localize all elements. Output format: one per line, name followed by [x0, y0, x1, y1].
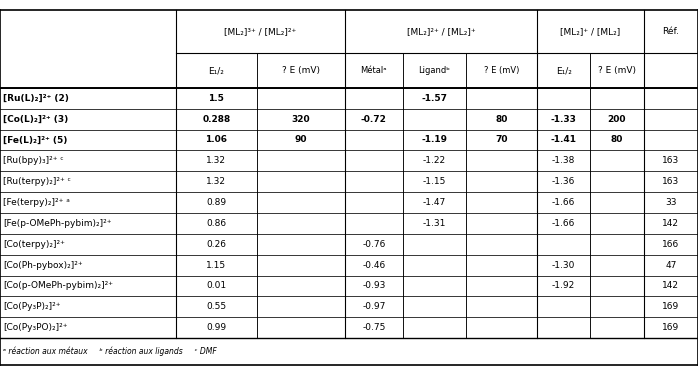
Text: E₁/₂: E₁/₂ [209, 66, 224, 75]
Text: 163: 163 [662, 156, 679, 165]
Text: 80: 80 [611, 136, 623, 144]
Text: [Co(Py₃P)₂]²⁺: [Co(Py₃P)₂]²⁺ [3, 302, 60, 311]
Text: 142: 142 [662, 219, 679, 228]
Text: -0.97: -0.97 [362, 302, 385, 311]
Text: [Ru(bpy)₃]²⁺ ᶜ: [Ru(bpy)₃]²⁺ ᶜ [3, 156, 64, 165]
Text: 166: 166 [662, 240, 679, 249]
Text: [Fe(L)₂]²⁺ (5): [Fe(L)₂]²⁺ (5) [3, 136, 67, 144]
Text: 1.06: 1.06 [205, 136, 228, 144]
Text: [Fe(p-OMePh-pybim)₂]²⁺: [Fe(p-OMePh-pybim)₂]²⁺ [3, 219, 111, 228]
Text: 200: 200 [607, 115, 626, 124]
Text: Réf.: Réf. [662, 27, 679, 36]
Text: Ligandᵇ: Ligandᵇ [419, 66, 450, 75]
Text: 1.5: 1.5 [209, 94, 224, 103]
Text: -1.92: -1.92 [552, 282, 575, 290]
Text: -0.93: -0.93 [362, 282, 385, 290]
Text: -1.66: -1.66 [552, 219, 575, 228]
Text: -1.19: -1.19 [422, 136, 447, 144]
Text: -1.38: -1.38 [552, 156, 575, 165]
Text: 33: 33 [665, 198, 676, 207]
Text: [ML₂]³⁺ / [ML₂]²⁺: [ML₂]³⁺ / [ML₂]²⁺ [224, 27, 297, 36]
Text: ᵃ réaction aux métaux     ᵇ réaction aux ligands     ᶜ DMF: ᵃ réaction aux métaux ᵇ réaction aux lig… [3, 347, 216, 356]
Text: [Ru(terpy)₂]²⁺ ᶜ: [Ru(terpy)₂]²⁺ ᶜ [3, 177, 70, 186]
Text: -1.57: -1.57 [422, 94, 447, 103]
Text: 0.01: 0.01 [207, 282, 226, 290]
Text: 320: 320 [292, 115, 310, 124]
Text: 0.26: 0.26 [207, 240, 226, 249]
Text: 0.89: 0.89 [207, 198, 226, 207]
Text: 0.99: 0.99 [207, 323, 226, 332]
Text: 1.32: 1.32 [207, 156, 226, 165]
Text: 80: 80 [496, 115, 508, 124]
Text: 1.15: 1.15 [207, 261, 226, 270]
Text: Métalᵃ: Métalᵃ [360, 66, 387, 75]
Text: [Co(terpy)₂]²⁺: [Co(terpy)₂]²⁺ [3, 240, 65, 249]
Text: 90: 90 [295, 136, 307, 144]
Text: -1.66: -1.66 [552, 198, 575, 207]
Text: 163: 163 [662, 177, 679, 186]
Text: 169: 169 [662, 302, 679, 311]
Text: -0.76: -0.76 [362, 240, 385, 249]
Text: 1.32: 1.32 [207, 177, 226, 186]
Text: -1.47: -1.47 [423, 198, 446, 207]
Text: -0.75: -0.75 [362, 323, 385, 332]
Text: -1.31: -1.31 [423, 219, 446, 228]
Text: -1.33: -1.33 [551, 115, 577, 124]
Text: 0.288: 0.288 [202, 115, 230, 124]
Text: [Co(p-OMePh-pybim)₂]²⁺: [Co(p-OMePh-pybim)₂]²⁺ [3, 282, 113, 290]
Text: [ML₂]²⁺ / [ML₂]⁺: [ML₂]²⁺ / [ML₂]⁺ [407, 27, 475, 36]
Text: 169: 169 [662, 323, 679, 332]
Text: 0.55: 0.55 [207, 302, 226, 311]
Text: 142: 142 [662, 282, 679, 290]
Text: E₁/₂: E₁/₂ [556, 66, 572, 75]
Text: [Co(Py₃PO)₂]²⁺: [Co(Py₃PO)₂]²⁺ [3, 323, 67, 332]
Text: -1.30: -1.30 [552, 261, 575, 270]
Text: -1.15: -1.15 [423, 177, 446, 186]
Text: [Ru(L)₂]²⁺ (2): [Ru(L)₂]²⁺ (2) [3, 94, 68, 103]
Text: 70: 70 [496, 136, 508, 144]
Text: 47: 47 [665, 261, 676, 270]
Text: ? E (mV): ? E (mV) [597, 66, 636, 75]
Text: [Fe(terpy)₂]²⁺ ᵃ: [Fe(terpy)₂]²⁺ ᵃ [3, 198, 70, 207]
Text: ? E (mV): ? E (mV) [484, 66, 519, 75]
Text: 0.86: 0.86 [207, 219, 226, 228]
Text: -1.41: -1.41 [551, 136, 577, 144]
Text: [ML₂]⁺ / [ML₂]: [ML₂]⁺ / [ML₂] [560, 27, 621, 36]
Text: [Co(L)₂]²⁺ (3): [Co(L)₂]²⁺ (3) [3, 115, 68, 124]
Text: -0.46: -0.46 [362, 261, 385, 270]
Text: -1.22: -1.22 [423, 156, 446, 165]
Text: -1.36: -1.36 [552, 177, 575, 186]
Text: -0.72: -0.72 [361, 115, 387, 124]
Text: [Co(Ph-pybox)₂]²⁺: [Co(Ph-pybox)₂]²⁺ [3, 261, 82, 270]
Text: ? E (mV): ? E (mV) [282, 66, 320, 75]
